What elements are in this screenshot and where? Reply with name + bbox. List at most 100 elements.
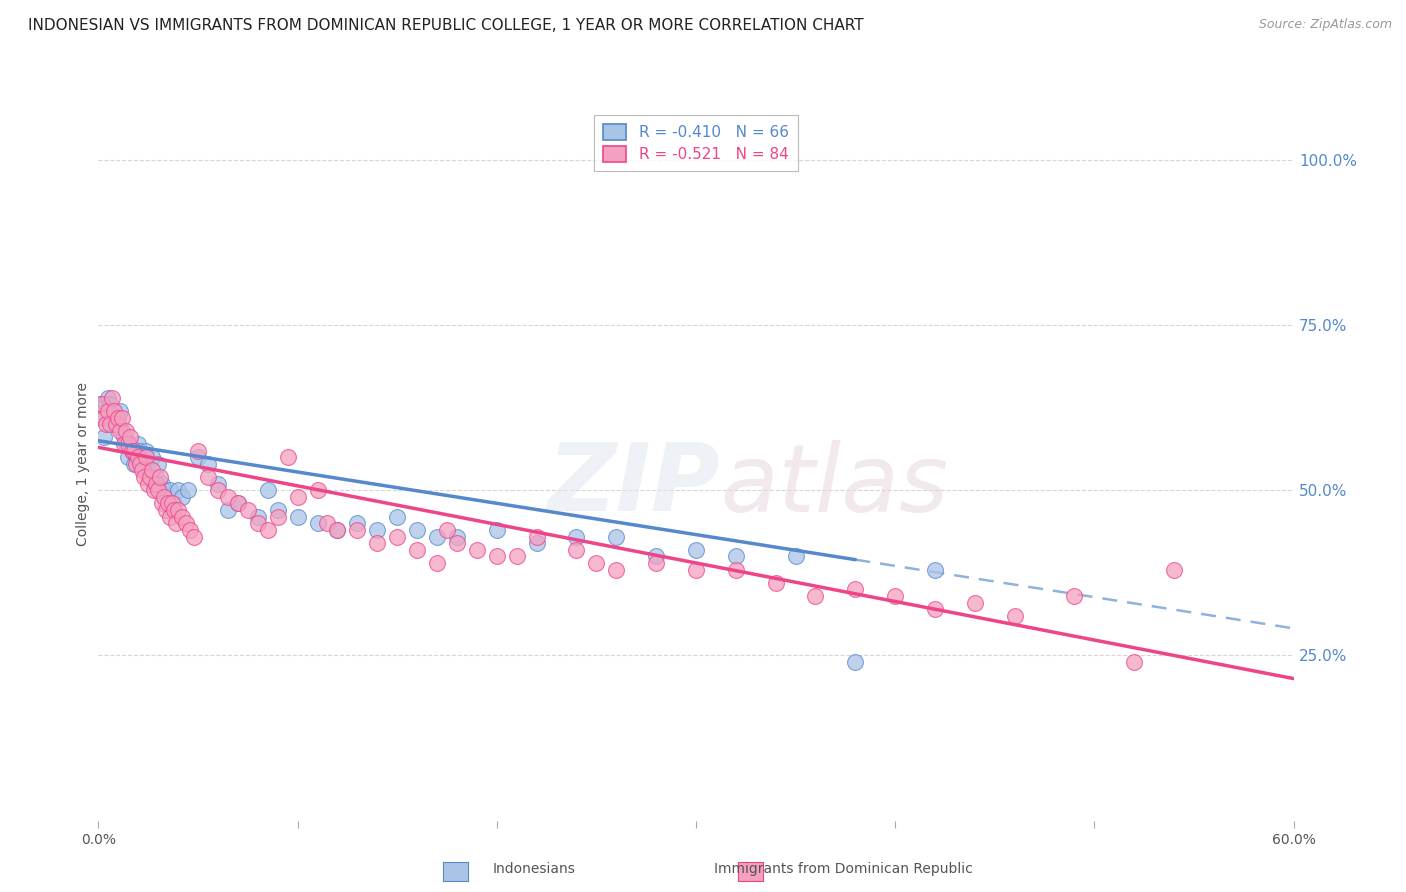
Point [100,397,122,411]
Point [131,463,153,477]
Point [159,509,181,524]
Point [105,410,128,425]
Point [150,496,173,510]
Point [217,490,239,504]
Point [256,483,278,498]
Point [179,523,201,537]
Point [112,437,135,451]
Point [105,417,128,432]
Point [804,589,827,603]
Point [139,470,162,484]
Point [153,490,176,504]
Point [121,443,143,458]
Point [645,549,668,564]
Point [103,417,125,432]
Point [127,450,149,465]
Text: Immigrants from Dominican Republic: Immigrants from Dominican Republic [714,862,973,876]
Point [346,516,368,531]
Point [125,457,148,471]
Point [110,404,132,418]
Point [145,470,167,484]
Point [217,503,239,517]
Point [165,516,187,531]
Point [924,563,946,577]
Point [485,523,508,537]
Point [117,450,139,465]
Point [426,556,449,570]
Point [149,470,172,484]
Point [129,443,152,458]
Point [226,496,249,510]
Point [385,509,409,524]
Point [207,483,229,498]
Point [93,410,115,425]
Point [765,575,787,590]
Point [287,490,309,504]
Point [134,470,156,484]
Point [685,563,707,577]
Point [197,470,219,484]
Point [585,556,607,570]
Point [91,397,114,411]
Point [884,589,907,603]
Point [157,496,180,510]
Point [115,424,138,438]
Point [605,529,627,543]
Text: Source: ZipAtlas.com: Source: ZipAtlas.com [1258,18,1392,31]
Point [366,523,388,537]
Point [183,529,205,543]
Point [406,523,429,537]
Point [385,529,409,543]
Point [326,523,349,537]
Point [149,483,172,498]
Point [485,549,508,564]
Point [172,490,194,504]
Point [446,536,468,550]
Point [1063,589,1085,603]
Point [129,457,152,471]
Point [111,410,134,425]
Point [187,450,209,465]
Point [143,483,166,498]
Point [685,542,707,557]
Point [256,523,278,537]
Point [316,516,339,531]
Point [307,483,329,498]
Point [326,523,349,537]
Point [143,476,166,491]
Point [1004,608,1026,623]
Point [131,457,153,471]
Point [163,496,186,510]
Point [506,549,529,564]
Point [107,417,129,432]
Point [136,476,159,491]
Point [307,516,329,531]
Point [127,437,149,451]
Point [97,404,120,418]
Point [163,503,186,517]
Legend: R = -0.410   N = 66, R = -0.521   N = 84: R = -0.410 N = 66, R = -0.521 N = 84 [595,115,797,171]
Point [91,410,114,425]
Point [785,549,807,564]
Point [426,529,449,543]
Point [406,542,429,557]
Point [174,516,197,531]
Point [167,503,190,517]
Point [124,457,146,471]
Point [526,536,548,550]
Point [141,463,163,477]
Point [565,529,588,543]
Point [724,549,747,564]
Point [117,437,139,451]
Point [115,437,138,451]
Point [446,529,468,543]
Point [100,417,122,432]
Point [605,563,627,577]
Point [267,509,290,524]
Point [139,470,162,484]
Point [267,503,290,517]
Point [197,457,219,471]
Point [246,516,269,531]
Point [226,496,249,510]
Point [96,417,118,432]
